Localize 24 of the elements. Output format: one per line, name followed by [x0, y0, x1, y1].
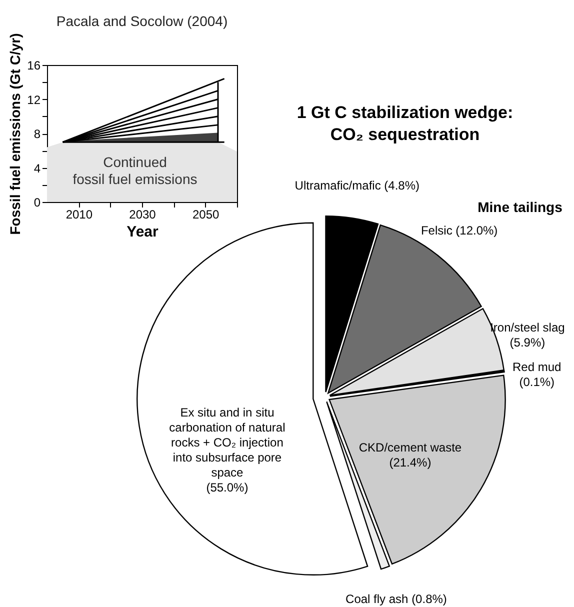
slice-label: Ultramafic/mafic (4.8%): [294, 178, 420, 192]
x-tick-label: 2050: [192, 208, 220, 222]
text: Mine tailings: [478, 199, 563, 215]
y-tick-label: 16: [27, 58, 41, 72]
data-label: (21.4%): [389, 455, 432, 470]
y-tick-label: 4: [34, 161, 41, 176]
y-axis-title: Fossil fuel emissions (Gt C/yr): [7, 33, 24, 235]
annotation: Continued fossil fuel emissions: [72, 154, 198, 187]
data-label: (55.0%): [206, 480, 248, 494]
data-label: (0.1%): [519, 374, 555, 389]
data-label: (5.9%): [510, 336, 546, 350]
slice-label: Ex situ and in situ carbonation of natural rocks + CO₂ injection into subsurface pore space: [169, 405, 286, 480]
y-tick-label: 12: [27, 92, 41, 107]
chart-title: 1 Gt C stabilization wedge: CO₂ sequestration: [296, 103, 514, 144]
x-tick-label: 2010: [66, 208, 93, 222]
chart-title: Pacala and Socolow (2004): [56, 12, 228, 29]
x-axis-title: Year: [126, 224, 159, 240]
x-tick-label: 2030: [129, 208, 156, 222]
y-tick-label: 0: [34, 196, 41, 210]
slice-label: Red mud: [512, 360, 562, 374]
slice-label: CKD/cement waste: [358, 440, 462, 454]
slice-label: Felsic (12.0%): [420, 223, 498, 238]
y-tick-label: 8: [34, 127, 41, 141]
slice-label: Coal fly ash (0.8%): [346, 592, 447, 606]
